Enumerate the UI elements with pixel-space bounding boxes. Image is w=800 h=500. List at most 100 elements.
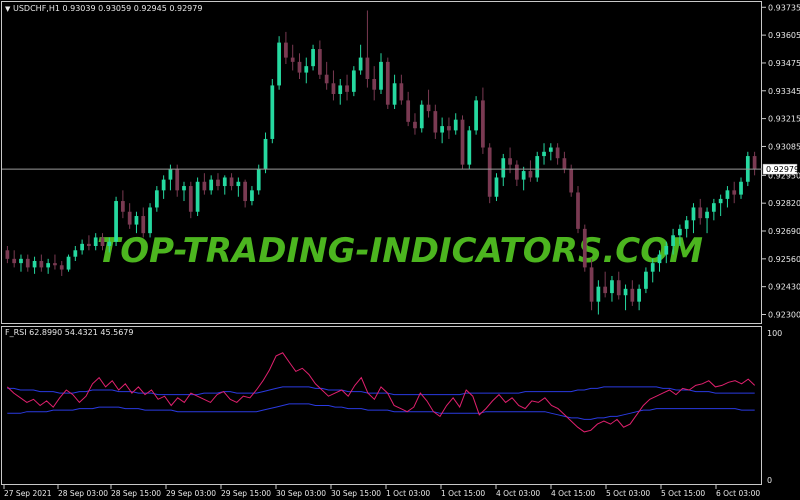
candle-body: [154, 190, 159, 208]
candle-body: [87, 243, 91, 246]
candle: [711, 198, 716, 221]
candle: [582, 224, 587, 272]
price-tick-label: 0.92690: [768, 227, 800, 236]
candle: [569, 164, 574, 197]
time-tick-label: 28 Sep 03:00: [58, 489, 108, 498]
candle: [250, 186, 254, 206]
time-tick-label: 30 Sep 03:00: [276, 489, 326, 498]
candle: [202, 173, 207, 195]
rsi-band-line: [7, 386, 755, 396]
candle: [243, 179, 248, 208]
candle: [474, 96, 478, 135]
candle: [440, 117, 445, 144]
candle-body: [725, 190, 730, 199]
candle: [114, 196, 118, 246]
candle-body: [385, 61, 390, 105]
time-tick-label: 27 Sep 2021: [4, 489, 52, 498]
candle-body: [317, 49, 322, 75]
candle-body: [379, 61, 383, 90]
candle-body: [440, 126, 445, 133]
candle-body: [127, 211, 132, 225]
symbol-info: USDCHF,H1 0.93039 0.93059 0.92945 0.9297…: [13, 4, 202, 13]
candle: [542, 143, 546, 165]
candle-body: [236, 181, 241, 187]
candle-body: [202, 181, 207, 191]
candle-body: [644, 271, 648, 289]
candle-body: [413, 121, 417, 129]
candle: [32, 256, 37, 274]
candle-body: [514, 164, 519, 180]
candle-body: [392, 83, 397, 105]
candle-body: [555, 147, 560, 159]
candle-body: [501, 158, 506, 178]
candle-body: [297, 61, 302, 73]
candle-body: [351, 70, 356, 92]
candle: [739, 177, 743, 199]
candle: [80, 239, 84, 255]
candle: [59, 260, 64, 276]
candle-body: [494, 177, 499, 197]
candle-body: [168, 168, 173, 180]
candle: [392, 74, 397, 109]
time-tick-label: 29 Sep 03:00: [166, 489, 216, 498]
candle: [752, 151, 757, 176]
candle: [487, 143, 492, 204]
candle-body: [161, 179, 166, 191]
candle-body: [100, 237, 105, 246]
candle: [154, 186, 159, 212]
time-tick-label: 30 Sep 15:00: [331, 489, 381, 498]
candle-body: [603, 286, 608, 294]
candle: [25, 254, 30, 272]
candle-body: [304, 66, 309, 73]
candle: [528, 160, 533, 182]
price-tick-label: 0.93085: [768, 142, 800, 151]
candle-body: [671, 235, 675, 246]
candle: [596, 280, 601, 315]
time-tick-label: 6 Oct 03:00: [716, 489, 760, 498]
candle-body: [39, 260, 44, 268]
candle: [324, 61, 329, 90]
candle: [216, 173, 220, 191]
candlestick-series: [5, 10, 757, 315]
candle: [19, 254, 23, 272]
candle-body: [80, 243, 84, 251]
current-price-tag: 0.92979: [762, 163, 799, 175]
candle: [413, 113, 417, 135]
candle: [175, 164, 180, 197]
time-tick-label: 1 Oct 03:00: [386, 489, 430, 498]
candle: [53, 254, 57, 270]
candle-body: [209, 179, 214, 191]
candle: [338, 79, 343, 105]
candle-body: [399, 83, 404, 101]
candle-body: [691, 207, 696, 221]
price-tick-label: 0.93605: [768, 31, 800, 40]
candle: [284, 31, 288, 65]
collapse-arrow-icon[interactable]: ▼: [5, 5, 11, 13]
candle-body: [263, 138, 268, 169]
candle: [209, 175, 214, 195]
candle: [637, 284, 641, 311]
candle-body: [284, 42, 288, 58]
candle-body: [59, 265, 64, 270]
candle: [589, 258, 594, 311]
candle-body: [623, 288, 628, 296]
candle: [576, 186, 580, 234]
candle: [691, 203, 696, 234]
candle-body: [460, 119, 465, 165]
candle: [535, 151, 540, 182]
price-tick-label: 0.92950: [768, 171, 800, 180]
time-tick-label: 28 Sep 15:00: [111, 489, 161, 498]
candle: [87, 235, 91, 251]
candle-body: [5, 250, 10, 259]
candle: [379, 53, 383, 94]
candle: [447, 117, 451, 139]
price-panel-frame: [1, 1, 762, 324]
candle-body: [141, 216, 146, 234]
price-tick-label: 0.92430: [768, 283, 800, 292]
candle-body: [548, 147, 553, 152]
candle: [725, 186, 730, 208]
candle-body: [718, 198, 723, 204]
candle-body: [25, 258, 30, 268]
current-price-label: 0.92979: [766, 165, 799, 174]
candle-body: [535, 156, 540, 178]
